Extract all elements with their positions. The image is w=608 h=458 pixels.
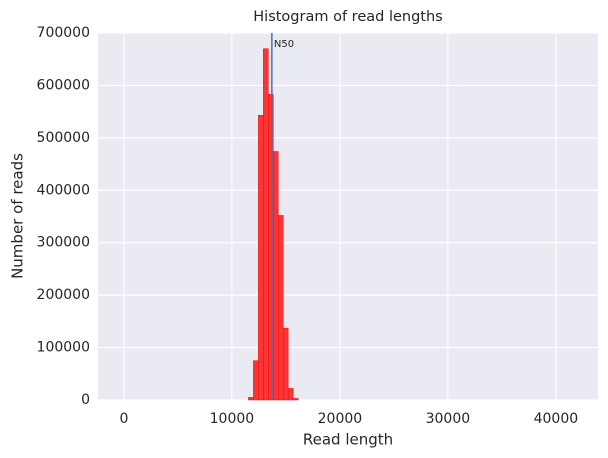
- x-tick-label: 10000: [210, 411, 255, 427]
- x-tick-label: 0: [119, 411, 128, 427]
- bar: [287, 388, 294, 401]
- x-tick-label: 40000: [534, 411, 579, 427]
- y-tick-label: 0: [81, 392, 90, 408]
- bar: [263, 48, 269, 401]
- y-tick-label: 700000: [37, 25, 90, 41]
- bar: [277, 215, 284, 401]
- y-tick-label: 400000: [37, 182, 90, 198]
- plot-area: [98, 33, 598, 400]
- bar: [258, 115, 264, 401]
- chart-title: Histogram of read lengths: [253, 9, 442, 25]
- y-tick-label: 100000: [37, 340, 90, 356]
- y-axis-label: Number of reads: [9, 153, 27, 279]
- x-axis-label: Read length: [303, 431, 393, 449]
- y-tick-label: 500000: [37, 130, 90, 146]
- bar: [282, 327, 289, 401]
- x-tick-label: 30000: [426, 411, 471, 427]
- n50-label: N50: [274, 39, 294, 50]
- y-tick-label: 300000: [37, 235, 90, 251]
- y-tick-label: 200000: [37, 287, 90, 303]
- bar: [292, 398, 299, 401]
- x-tick-label: 20000: [318, 411, 363, 427]
- bar: [273, 151, 279, 401]
- y-tick-label: 600000: [37, 77, 90, 93]
- bar: [248, 397, 254, 401]
- bar: [253, 360, 259, 401]
